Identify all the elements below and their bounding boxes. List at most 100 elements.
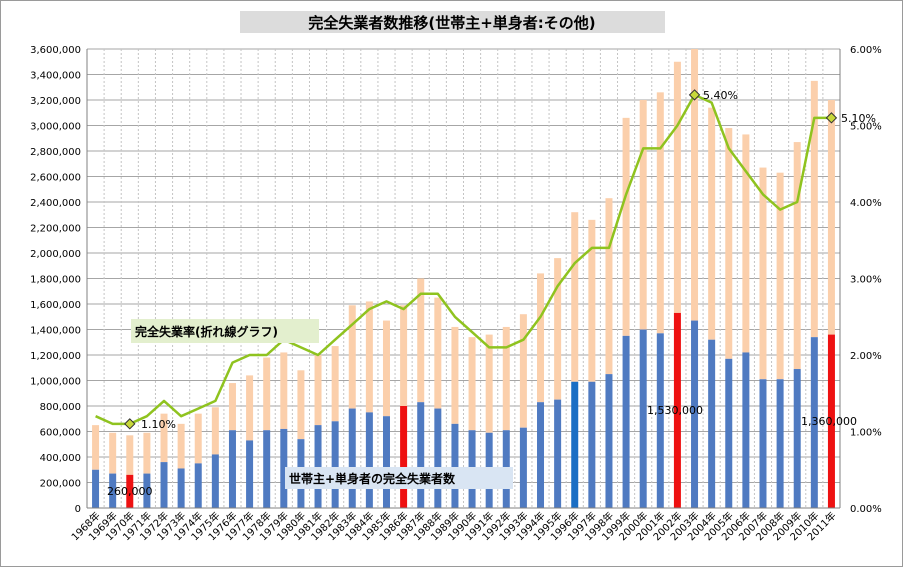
chart-title: 完全失業者数推移(世帯主+単身者:その他) — [308, 14, 595, 32]
bar-label-1970: 260,000 — [107, 485, 153, 498]
left-tick-label: 200,000 — [40, 479, 81, 490]
bar-other — [485, 334, 493, 433]
rate-marker — [124, 418, 136, 430]
bar-other — [348, 305, 356, 409]
bar-householder — [776, 379, 784, 508]
bar-householder — [417, 402, 425, 508]
bar-householder — [554, 399, 562, 508]
bar-other — [519, 314, 527, 428]
right-tick-label: 5.00% — [850, 122, 882, 133]
left-tick-label: 2,600,000 — [30, 173, 81, 184]
bar-other — [365, 301, 373, 413]
left-tick-label: 400,000 — [40, 453, 81, 464]
bar-householder — [588, 381, 596, 508]
bar-other — [228, 383, 236, 431]
bar-householder — [365, 412, 373, 508]
callout-line-box — [131, 319, 319, 343]
bar-householder — [434, 408, 442, 508]
bar-other — [725, 128, 733, 359]
right-tick-label: 0.00% — [850, 504, 882, 515]
bar-householder — [92, 469, 100, 508]
bar-householder — [211, 454, 219, 508]
bar-other — [742, 134, 750, 353]
bar-householder — [810, 337, 818, 508]
bar-householder — [194, 463, 202, 508]
bar-other — [468, 337, 476, 431]
bar-householder — [143, 473, 151, 508]
rate-label-2003: 5.40% — [703, 89, 738, 102]
bar-other — [382, 320, 390, 417]
bar-householder — [400, 406, 408, 508]
bar-householder — [228, 430, 236, 508]
annotations: 完全失業率(折れ線グラフ) 世帯主+単身者の完全失業者数 1.10% 5.40%… — [107, 89, 876, 498]
left-tick-label: 800,000 — [40, 402, 81, 413]
rate-label-1970: 1.10% — [141, 418, 176, 431]
bar-other — [126, 435, 134, 475]
bar-householder — [109, 473, 117, 508]
bar-other — [434, 297, 442, 409]
bar-householder — [673, 312, 681, 508]
rate-line-path — [95, 93, 832, 426]
left-tick-label: 2,400,000 — [30, 198, 81, 209]
bar-other — [451, 326, 459, 424]
bar-other — [759, 167, 767, 380]
bar-householder — [571, 381, 579, 508]
bar-householder — [263, 430, 271, 508]
bar-other — [400, 305, 408, 406]
left-tick-label: 3,600,000 — [30, 45, 81, 56]
callout-bar-label: 世帯主+単身者の完全失業者数 — [289, 471, 456, 486]
rate-marker — [688, 89, 701, 101]
callout-bar-box — [285, 467, 513, 489]
left-tick-label: 1,000,000 — [30, 377, 81, 388]
left-tick-label: 3,400,000 — [30, 71, 81, 82]
bar-householder — [331, 421, 339, 508]
left-tick-label: 1,400,000 — [30, 326, 81, 337]
bar-other — [673, 61, 681, 313]
bar-other — [331, 346, 339, 422]
bar-householder — [793, 369, 801, 508]
left-tick-label: 3,000,000 — [30, 122, 81, 133]
bar-householder — [725, 358, 733, 508]
bar-other — [639, 100, 647, 330]
bar-householder — [246, 440, 254, 508]
bar-other — [588, 219, 596, 382]
bar-householder — [656, 333, 664, 508]
bar-other — [314, 355, 322, 426]
bar-other — [554, 258, 562, 400]
bar-other — [656, 92, 664, 334]
rate-line — [95, 89, 838, 430]
bar-other — [793, 142, 801, 370]
bar-other — [537, 273, 545, 403]
bar-householder — [177, 468, 185, 508]
bar-householder — [759, 379, 767, 508]
bar-label-2011: 1,360,000 — [801, 415, 857, 428]
bar-householder — [691, 320, 699, 508]
left-tick-label: 600,000 — [40, 428, 81, 439]
bar-other — [92, 425, 100, 470]
left-tick-label: 2,200,000 — [30, 224, 81, 235]
right-tick-label: 6.00% — [850, 45, 882, 56]
bar-other — [109, 432, 117, 474]
bar-householder — [742, 352, 750, 508]
bar-other — [160, 413, 168, 463]
bar-other — [571, 212, 579, 382]
bar-other — [502, 326, 510, 431]
bar-householder — [537, 402, 545, 508]
axes: 0 200,000 400,000 600,000 800,000 1,000,000 1,… — [30, 45, 882, 543]
bar-householder — [160, 462, 168, 508]
bar-other — [810, 80, 818, 338]
bar-other — [211, 407, 219, 455]
rate-label-2011: 5.10% — [841, 112, 876, 125]
bar-other — [143, 432, 151, 474]
bar-other — [708, 107, 716, 340]
bar-other — [605, 198, 613, 375]
bar-householder — [314, 425, 322, 508]
bar-householder — [382, 416, 390, 508]
left-tick-label: 3,200,000 — [30, 96, 81, 107]
bar-householder — [126, 474, 134, 508]
left-tick-label: 1,600,000 — [30, 300, 81, 311]
bar-other — [417, 278, 425, 403]
bar-other — [263, 357, 271, 431]
bar-householder — [708, 339, 716, 508]
